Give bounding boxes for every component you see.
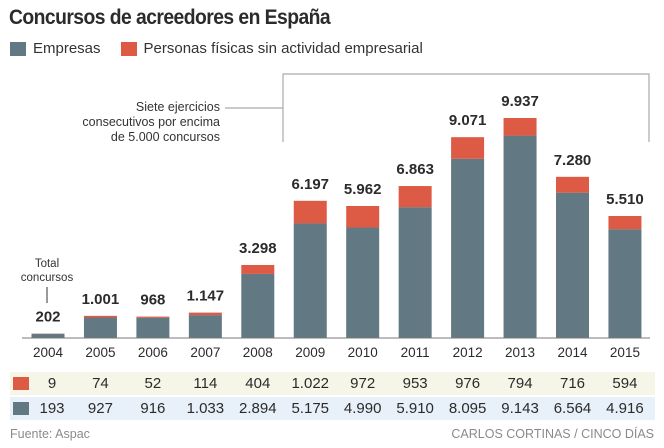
- total-label-2007: 1.147: [187, 288, 225, 305]
- credit-note: CARLOS CORTINAS / CINCO DÍAS: [451, 427, 654, 441]
- total-label-2012: 9.071: [449, 112, 487, 129]
- legend-label-personas: Personas físicas sin actividad empresari…: [143, 40, 423, 57]
- bar-empresas-2015: [608, 229, 642, 338]
- table-cell-empresas-2013: 9.143: [501, 400, 539, 417]
- bar-empresas-2008: [241, 273, 275, 338]
- bar-empresas-2014: [556, 192, 589, 338]
- x-tick-label-2005: 2005: [85, 345, 115, 360]
- total-label-2014: 7.280: [554, 152, 592, 169]
- table-cell-personas-2010: 972: [350, 375, 376, 392]
- x-tick-label-2006: 2006: [138, 345, 168, 360]
- legend-item-personas: Personas físicas sin actividad empresari…: [120, 40, 423, 57]
- x-tick-label-2013: 2013: [505, 345, 535, 360]
- table-cell-personas-2006: 52: [144, 375, 162, 392]
- chart-title: Concursos de acreedores en España: [9, 6, 331, 29]
- table-cell-personas-2005: 74: [92, 375, 109, 392]
- x-tick-label-2012: 2012: [453, 345, 483, 360]
- annotation-line: Siete ejercicios: [135, 100, 220, 114]
- table-cell-empresas-2009: 5.175: [291, 400, 330, 417]
- legend-label-empresas: Empresas: [33, 40, 101, 57]
- total-label-2005: 1.001: [82, 291, 120, 308]
- table-cell-empresas-2006: 916: [140, 400, 166, 417]
- table-cell-empresas-2005: 927: [87, 400, 113, 417]
- bar-empresas-2012: [451, 158, 485, 338]
- x-tick-label-2004: 2004: [33, 345, 64, 360]
- bar-personas-2014: [556, 176, 589, 193]
- bar-empresas-2011: [398, 207, 432, 338]
- bar-personas-2010: [346, 206, 380, 228]
- total-label-2009: 6.197: [291, 176, 329, 193]
- bar-personas-2011: [398, 186, 432, 208]
- bar-personas-2015: [608, 216, 642, 230]
- row-swatch-personas: [13, 377, 29, 390]
- total-label-2004: 202: [35, 309, 60, 326]
- table-cell-empresas-2008: 2.894: [239, 400, 277, 417]
- bar-empresas-2005: [83, 317, 117, 338]
- table-cell-empresas-2014: 6.564: [553, 400, 592, 417]
- total-label-2011: 6.863: [396, 161, 434, 178]
- bracket-line: [282, 73, 650, 142]
- total-label-line: Total: [34, 258, 60, 270]
- table-cell-personas-2014: 716: [559, 375, 586, 392]
- annotation-text: Siete ejercicios consecutivos por encima…: [82, 100, 220, 145]
- table-cell-personas-2007: 114: [193, 375, 218, 392]
- bar-empresas-2006: [136, 317, 170, 338]
- legend-item-empresas: Empresas: [10, 40, 101, 57]
- legend-swatch-personas: [120, 41, 137, 56]
- total-label-2008: 3.298: [239, 240, 277, 257]
- bar-personas-2008: [241, 264, 275, 274]
- legend-swatch-empresas: [10, 41, 26, 56]
- bar-personas-2005: [83, 315, 117, 318]
- total-concursos-label: Total concursos: [17, 257, 77, 285]
- table-row-personas: 9 74 52 114 404 1.022 972 953 976 794 716 594: [10, 372, 655, 395]
- table-cell-personas-2004: 9: [47, 375, 57, 392]
- table-cell-personas-2013: 794: [507, 375, 533, 392]
- total-label-2010: 5.962: [344, 181, 382, 198]
- table-cell-empresas-2010: 4.990: [343, 400, 382, 417]
- bar-personas-2007: [188, 312, 222, 316]
- bar-empresas-2007: [188, 315, 222, 338]
- table-cell-empresas-2007: 1.033: [186, 400, 225, 417]
- x-tick-label-2015: 2015: [610, 345, 640, 360]
- annotation-line: de 5.000 concursos: [110, 130, 220, 144]
- x-tick-label-2011: 2011: [401, 345, 430, 360]
- bar-personas-2009: [293, 200, 327, 224]
- total-label-line: concursos: [20, 272, 74, 284]
- table-cell-personas-2009: 1.022: [291, 375, 330, 392]
- legend: Empresas Personas físicas sin actividad …: [10, 40, 443, 57]
- table-cell-empresas-2011: 5.910: [396, 400, 434, 417]
- table-cell-empresas-2015: 4.916: [606, 400, 644, 417]
- table-row-empresas: 193 927 916 1.033 2.894 5.175 4.990 5.910 8.095 9…: [10, 397, 655, 420]
- x-tick-label-2014: 2014: [557, 345, 588, 360]
- total-label-2015: 5.510: [606, 191, 644, 208]
- row-swatch-empresas: [13, 402, 29, 415]
- bar-empresas-2004: [31, 333, 65, 338]
- x-tick-label-2010: 2010: [348, 345, 378, 360]
- total-label-2013: 9.937: [501, 93, 539, 110]
- table-cell-empresas-2012: 8.095: [448, 400, 487, 417]
- annotation-line: consecutivos por encima: [82, 115, 220, 129]
- table-cell-personas-2012: 976: [455, 375, 481, 392]
- bar-empresas-2009: [293, 223, 327, 338]
- table-cell-empresas-2004: 193: [39, 400, 65, 417]
- bar-personas-2012: [451, 137, 485, 159]
- x-tick-label-2007: 2007: [190, 345, 220, 360]
- source-note: Fuente: Aspac: [10, 427, 90, 441]
- table-cell-personas-2015: 594: [612, 375, 638, 392]
- table-cell-personas-2008: 404: [245, 375, 271, 392]
- x-tick-label-2008: 2008: [243, 345, 273, 360]
- bar-personas-2013: [503, 118, 537, 136]
- x-tick-label-2009: 2009: [295, 345, 325, 360]
- total-label-2006: 968: [140, 292, 165, 309]
- bar-empresas-2010: [346, 227, 380, 338]
- annotation-bracket: [225, 73, 650, 142]
- bar-empresas-2013: [503, 135, 537, 338]
- bar-personas-2006: [136, 316, 170, 318]
- table-cell-personas-2011: 953: [402, 375, 428, 392]
